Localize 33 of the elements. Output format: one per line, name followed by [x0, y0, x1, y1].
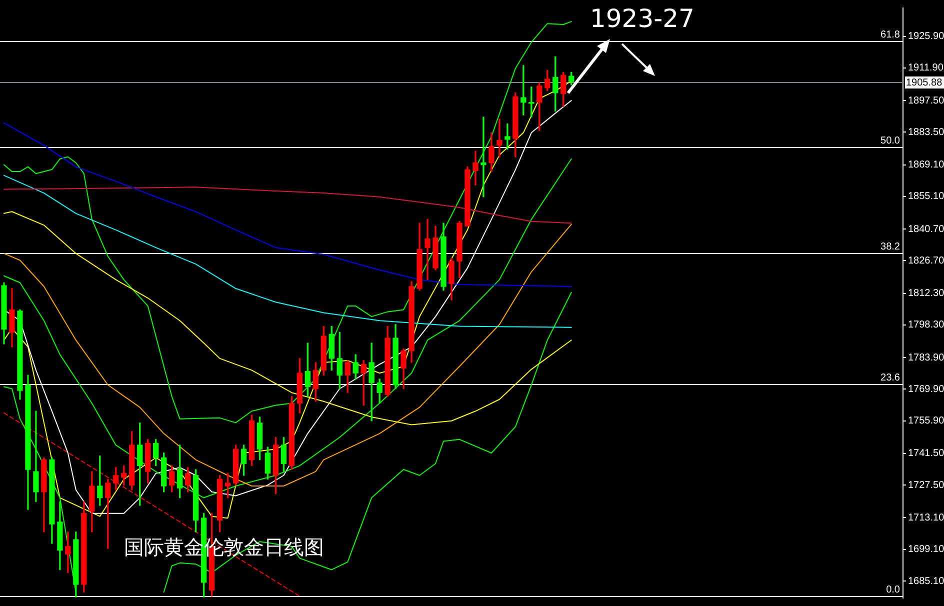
y-tick-label: 1812.30	[908, 288, 944, 300]
candlestick	[520, 65, 526, 116]
y-tick-label: 1699.10	[908, 544, 944, 556]
ref-line-label: 1905.88	[906, 77, 943, 88]
y-tick-label: 1883.50	[908, 126, 944, 138]
candlestick	[33, 410, 39, 502]
ref-line-label: 38.2	[880, 241, 900, 252]
y-tick-label: 1741.50	[908, 448, 944, 460]
y-tick-label: 1755.90	[908, 416, 944, 427]
y-tick-label: 1911.90	[908, 62, 944, 74]
candlestick	[424, 218, 430, 280]
y-tick-label: 1727.50	[908, 480, 944, 491]
y-tick-label: 1840.70	[908, 224, 944, 235]
y-tick-label: 1897.50	[908, 95, 944, 106]
ref-line-label: 0.0	[886, 584, 900, 596]
y-tick-label: 1769.90	[908, 384, 944, 395]
candlestick	[480, 116, 486, 198]
y-tick-label: 1826.70	[908, 255, 944, 266]
y-tick-label: 1925.90	[908, 31, 944, 42]
y-tick-label: 1798.30	[908, 320, 944, 331]
y-tick-label: 1783.90	[908, 352, 944, 364]
candlestick	[496, 118, 502, 158]
ref-line-label: 23.6	[880, 372, 900, 384]
candlestick	[504, 124, 510, 150]
y-tick-label: 1855.10	[908, 191, 944, 202]
candlestick	[472, 150, 478, 186]
y-tick-label: 1685.10	[908, 576, 944, 587]
y-tick-label: 1869.10	[908, 160, 944, 171]
candlestick	[65, 532, 71, 573]
ref-line-label: 50.0	[880, 135, 900, 146]
annotation: 1923-27	[590, 4, 694, 33]
y-tick-label: 1713.10	[908, 512, 944, 524]
ref-line-label: 61.8	[880, 29, 900, 40]
